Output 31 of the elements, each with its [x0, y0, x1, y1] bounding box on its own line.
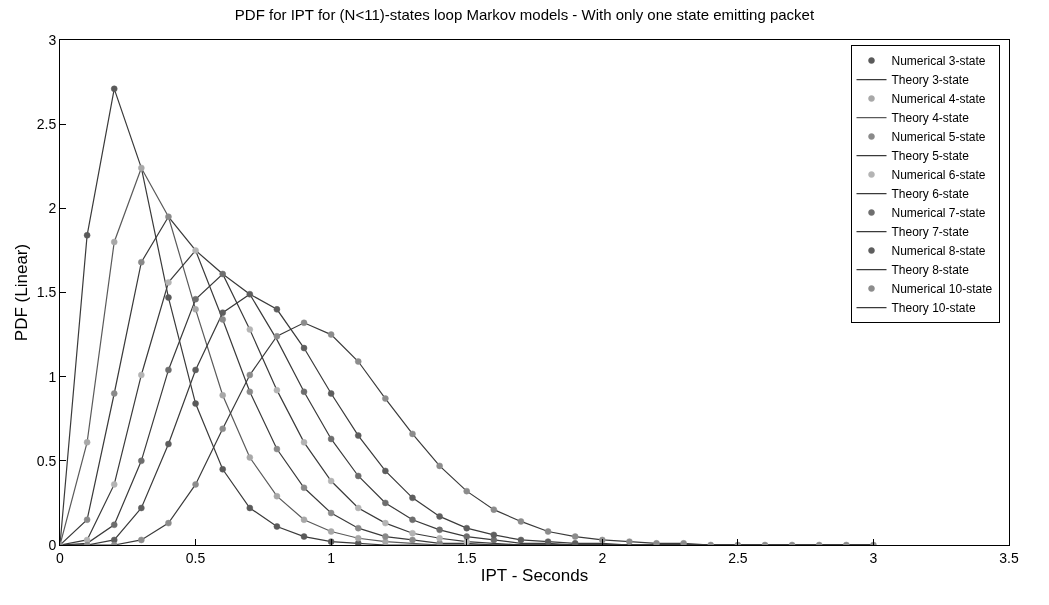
legend-label: Numerical 7-state	[891, 206, 986, 221]
chart-title: PDF for IPT for (N<11)-states loop Markov models - With only one state emitting packet	[234, 5, 815, 23]
x-tick-label: 1	[327, 549, 336, 566]
legend-label: Numerical 6-state	[891, 168, 986, 183]
y-tick-label: 2	[48, 200, 57, 217]
y-tick-label: 1	[48, 368, 57, 385]
y-tick-label: 3	[48, 31, 57, 48]
y-tick-label: 1.5	[36, 284, 57, 301]
x-axis-title: IPT - Seconds	[480, 566, 589, 586]
x-tick-label: 1.5	[456, 549, 477, 566]
y-tick-label: 0	[48, 536, 57, 553]
y-tick-label: 0.5	[36, 452, 57, 469]
x-tick-label: 3.5	[999, 549, 1019, 566]
y-axis-title: PDF (Linear)	[12, 243, 32, 342]
legend-label: Theory 6-state	[891, 187, 970, 202]
legend-label: Numerical 5-state	[891, 130, 986, 145]
legend-label: Numerical 4-state	[891, 92, 986, 107]
y-tick-label: 2.5	[36, 116, 57, 133]
legend-label: Theory 7-state	[891, 225, 970, 240]
legend-label: Numerical 3-state	[891, 54, 986, 69]
legend-label: Numerical 8-state	[891, 244, 986, 259]
x-tick-label: 0.5	[185, 549, 206, 566]
legend-label: Theory 10-state	[891, 301, 976, 316]
legend-label: Theory 4-state	[891, 111, 970, 126]
x-tick-label: 2.5	[728, 549, 748, 566]
x-tick-label: 2	[598, 549, 607, 566]
x-tick-label: 3	[869, 549, 878, 566]
legend-label: Numerical 10-state	[891, 282, 993, 297]
legend-label: Theory 3-state	[891, 73, 970, 88]
legend-label: Theory 8-state	[891, 263, 970, 278]
legend-label: Theory 5-state	[891, 149, 970, 164]
